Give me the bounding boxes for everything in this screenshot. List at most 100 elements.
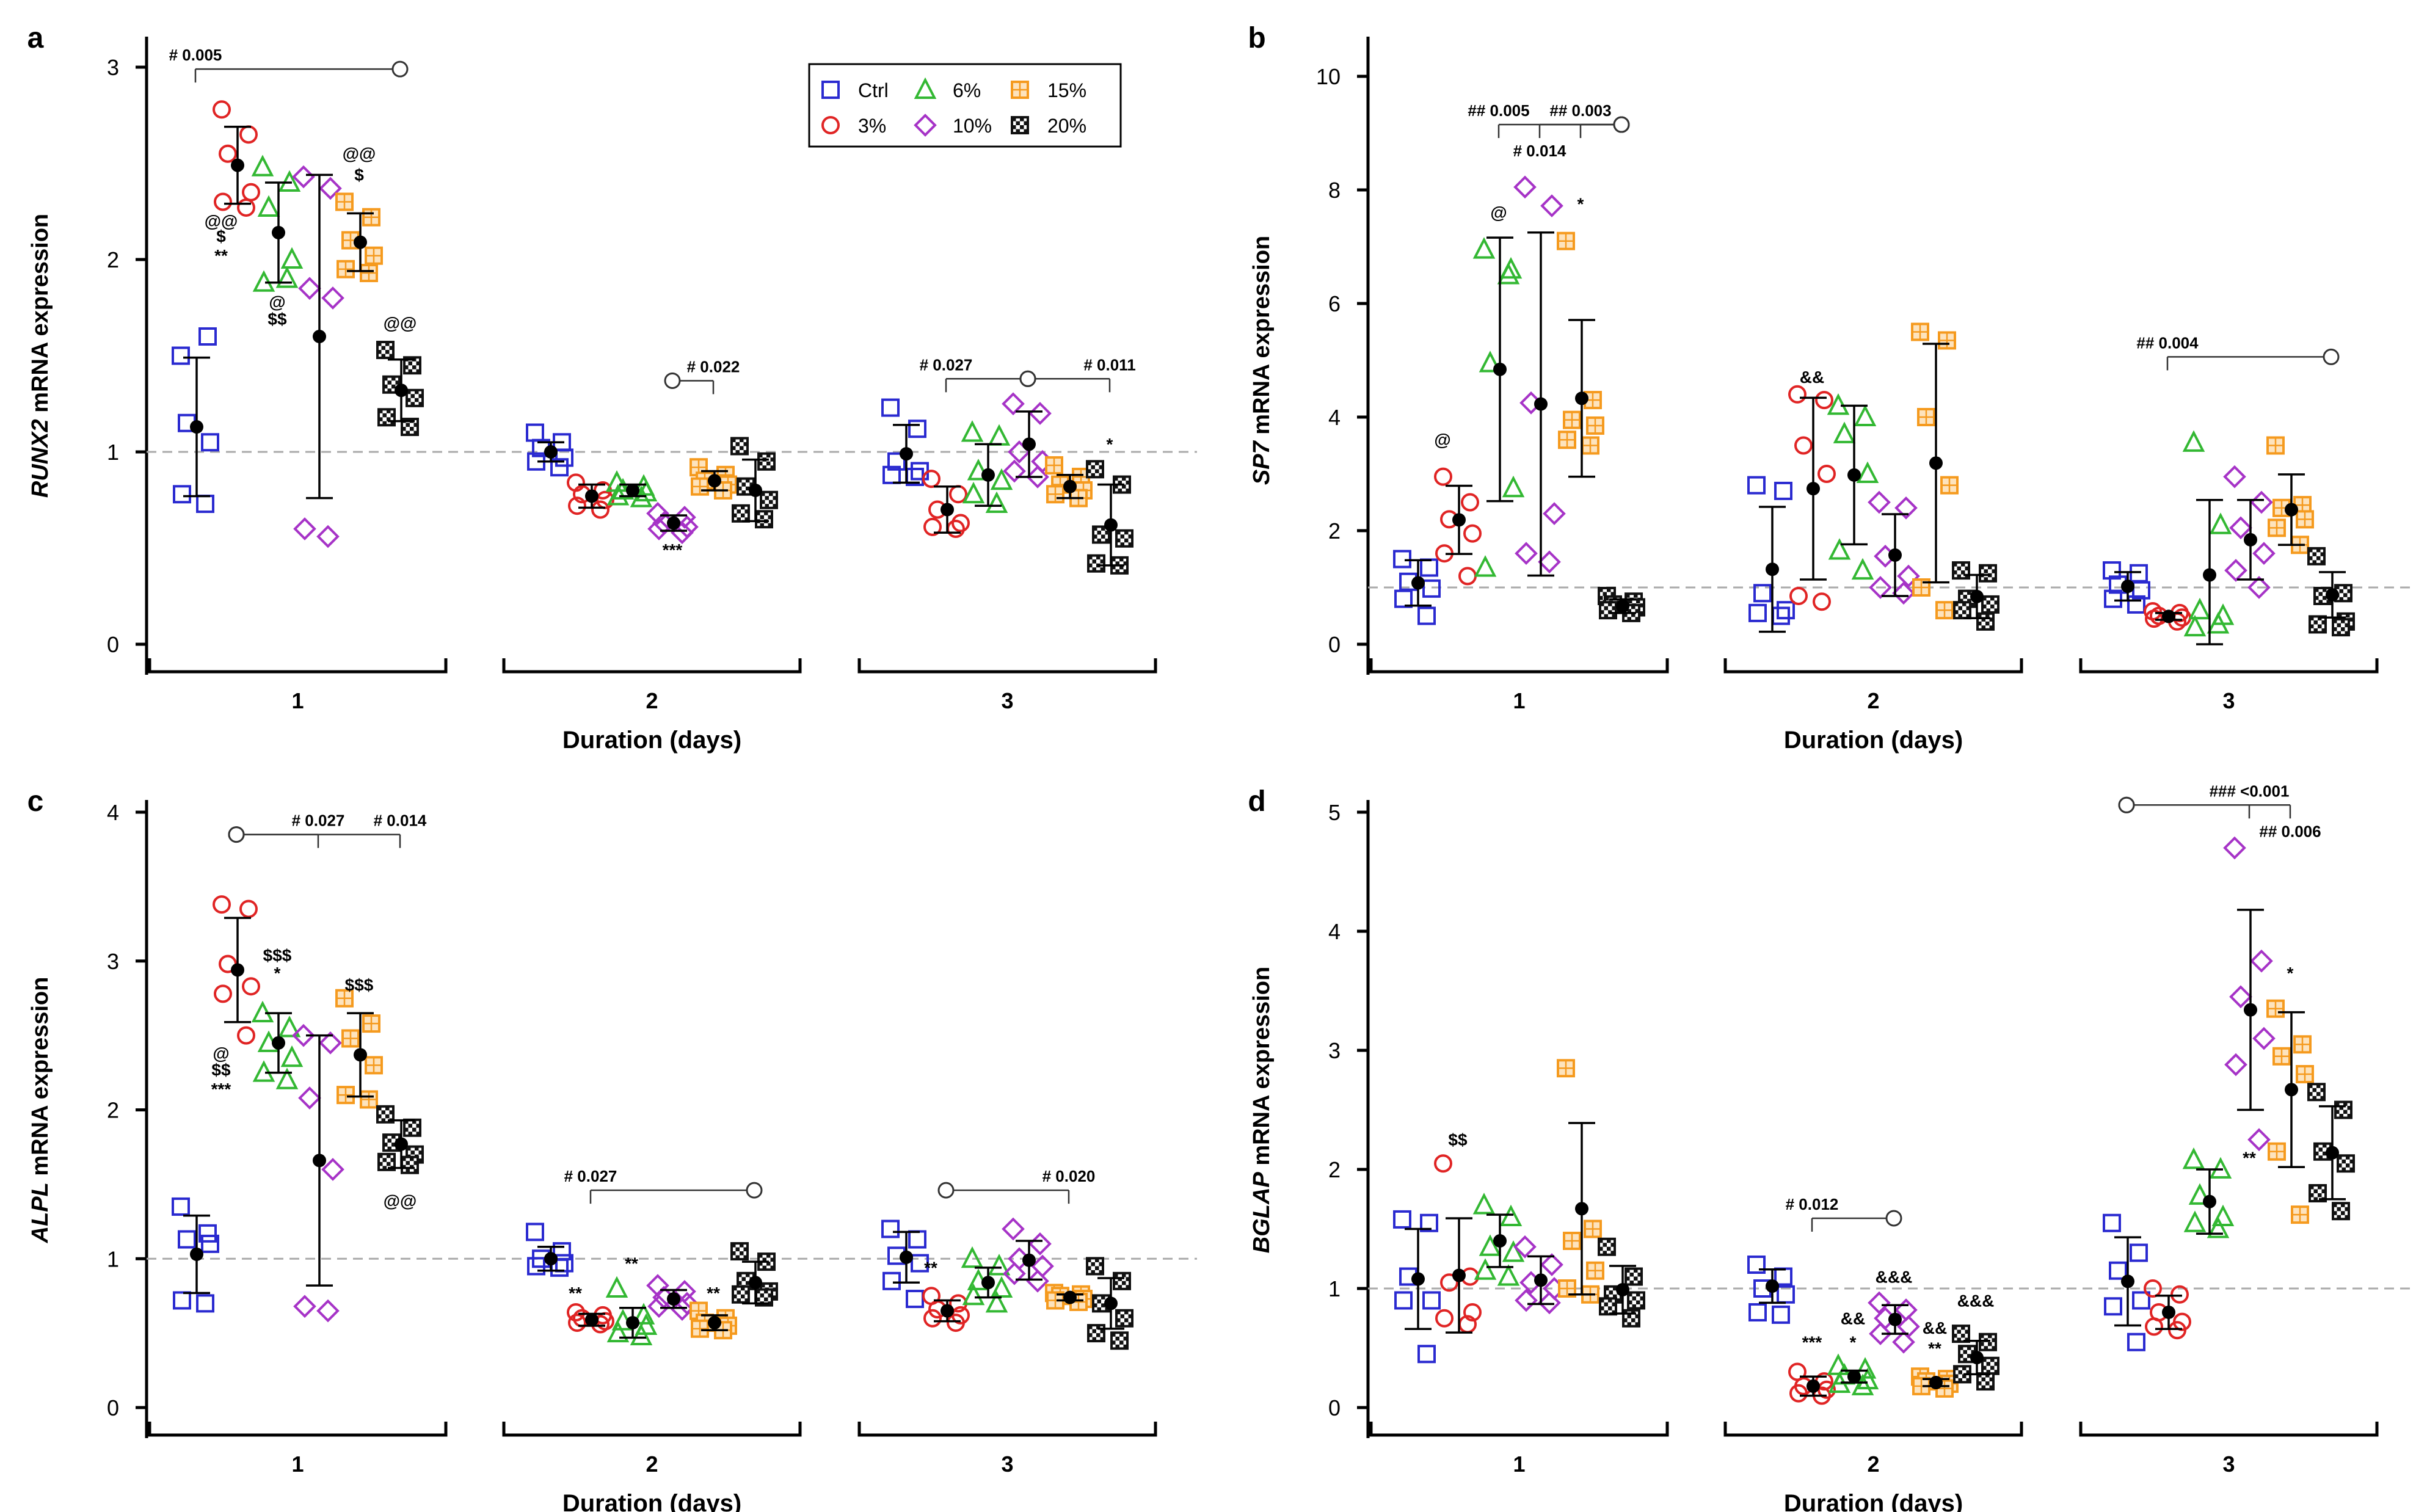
data-point bbox=[2332, 1202, 2350, 1221]
data-point bbox=[377, 408, 396, 427]
data-point bbox=[881, 398, 900, 417]
series-10%-day2 bbox=[646, 1274, 699, 1321]
significance-marker: * bbox=[1850, 1333, 1857, 1352]
series-3%-day3 bbox=[2144, 602, 2191, 631]
comparison-anchor bbox=[2323, 348, 2340, 365]
data-point bbox=[1748, 1303, 1767, 1321]
comparison-bracket: # 0.027 bbox=[920, 355, 1036, 393]
data-point bbox=[1046, 485, 1064, 504]
significance-marker: &&& bbox=[1957, 1291, 1995, 1310]
day-label: 1 bbox=[1513, 1452, 1525, 1477]
data-point bbox=[242, 183, 260, 202]
data-point bbox=[1892, 581, 1915, 605]
data-point bbox=[1479, 1234, 1502, 1256]
series-6%-day2 bbox=[605, 470, 658, 507]
mean-marker bbox=[2285, 503, 2298, 517]
data-point bbox=[591, 500, 609, 519]
data-point bbox=[275, 1067, 299, 1089]
data-point bbox=[2332, 618, 2350, 637]
mean-marker bbox=[941, 503, 954, 517]
comparison-bracket: ## 0.006 bbox=[2118, 796, 2321, 840]
data-point bbox=[1003, 1262, 1026, 1285]
mean-marker bbox=[1766, 562, 1779, 576]
data-point bbox=[882, 465, 901, 484]
significance-marker: $$ bbox=[267, 310, 287, 329]
mean-marker bbox=[2121, 1274, 2134, 1288]
series-15%-day1 bbox=[1557, 231, 1604, 478]
mean-marker bbox=[1616, 1282, 1629, 1296]
data-point bbox=[1627, 1291, 1645, 1310]
series-15%-day1 bbox=[1557, 1059, 1604, 1304]
data-point bbox=[196, 495, 214, 514]
day-bracket bbox=[502, 658, 802, 674]
comparison-bracket: # 0.014 bbox=[228, 812, 427, 848]
data-point bbox=[382, 375, 401, 394]
series-Ctrl-day3 bbox=[2103, 561, 2150, 614]
day-label: 1 bbox=[1513, 688, 1525, 713]
data-point bbox=[1854, 404, 1877, 426]
legend-marker bbox=[914, 77, 937, 99]
data-point bbox=[1461, 493, 1479, 512]
data-point bbox=[1938, 331, 1956, 350]
data-point bbox=[1622, 1309, 1640, 1328]
data-point bbox=[1434, 1154, 1452, 1173]
day-bracket bbox=[2079, 1422, 2379, 1437]
data-point bbox=[908, 1230, 926, 1249]
y-axis-label: BGLAP mRNA expression bbox=[1249, 967, 1275, 1253]
significance-marker: && bbox=[1841, 1309, 1865, 1328]
significance-marker: @ bbox=[269, 293, 285, 311]
comparison-anchor bbox=[391, 60, 409, 78]
significance-marker: && bbox=[1800, 368, 1824, 387]
series-3%-day3 bbox=[922, 470, 970, 538]
y-tick-label: 0 bbox=[107, 632, 119, 657]
data-point bbox=[2334, 584, 2352, 603]
series-15%-day2 bbox=[1911, 1367, 1959, 1398]
data-point bbox=[2130, 564, 2148, 583]
data-point bbox=[172, 346, 190, 365]
data-point bbox=[2183, 1210, 2207, 1232]
data-point bbox=[646, 501, 669, 525]
data-point bbox=[319, 176, 342, 200]
mean-marker bbox=[1493, 362, 1507, 376]
data-point bbox=[2252, 542, 2276, 565]
data-point bbox=[2132, 1291, 2150, 1310]
series-6%-day3 bbox=[2182, 1147, 2235, 1238]
y-tick-label: 3 bbox=[1328, 1038, 1341, 1063]
data-point bbox=[961, 420, 984, 442]
significance-marker: *** bbox=[663, 540, 683, 559]
data-point bbox=[337, 1086, 355, 1105]
data-point bbox=[2250, 949, 2273, 973]
data-point bbox=[362, 1014, 380, 1033]
legend-marker bbox=[821, 81, 840, 99]
data-point bbox=[1788, 385, 1807, 404]
series-20%-day2 bbox=[1952, 561, 1999, 631]
y-tick-label: 2 bbox=[1328, 1157, 1341, 1182]
comparison-label: # 0.014 bbox=[1513, 142, 1566, 160]
data-point bbox=[2268, 1142, 2286, 1161]
data-point bbox=[527, 1257, 545, 1276]
series-15%-day3 bbox=[1045, 1284, 1093, 1311]
data-point bbox=[1869, 1322, 1892, 1345]
mean-marker bbox=[667, 1292, 680, 1306]
series-10%-day2 bbox=[646, 501, 699, 545]
data-point bbox=[908, 420, 926, 438]
panel-letter: b bbox=[1248, 22, 1265, 54]
comparison-label: # 0.027 bbox=[564, 1167, 617, 1185]
data-point bbox=[1586, 416, 1604, 435]
data-point bbox=[1440, 1273, 1458, 1292]
data-point bbox=[196, 1294, 214, 1313]
data-point bbox=[990, 1276, 1013, 1298]
data-point bbox=[1502, 1240, 1525, 1262]
data-point bbox=[2268, 518, 2286, 537]
y-tick-label: 2 bbox=[1328, 518, 1341, 543]
comparison-anchor bbox=[664, 372, 681, 389]
mean-marker bbox=[544, 445, 558, 459]
y-axis-label: RUNX2 mRNA expression bbox=[27, 214, 53, 498]
data-point bbox=[1115, 529, 1133, 548]
day-bracket bbox=[502, 1422, 802, 1437]
data-point bbox=[2229, 985, 2252, 1009]
y-tick-label: 4 bbox=[1328, 919, 1341, 944]
data-point bbox=[360, 1090, 378, 1109]
data-point bbox=[1976, 612, 1995, 631]
data-point bbox=[1940, 476, 1959, 495]
